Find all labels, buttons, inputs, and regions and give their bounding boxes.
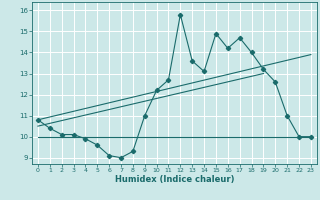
X-axis label: Humidex (Indice chaleur): Humidex (Indice chaleur) bbox=[115, 175, 234, 184]
